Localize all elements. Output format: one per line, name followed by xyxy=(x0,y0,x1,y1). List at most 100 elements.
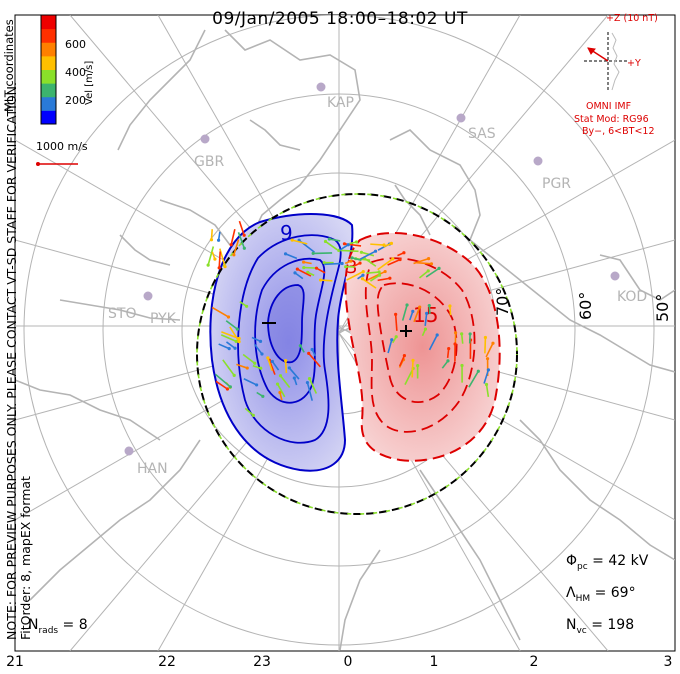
velocity-vector xyxy=(387,339,393,354)
velocity-vector-origin xyxy=(346,243,350,247)
velocity-vector-origin xyxy=(232,253,236,257)
velocity-vector-origin xyxy=(435,333,439,337)
velocity-vector-origin xyxy=(453,342,457,346)
coastlines xyxy=(15,29,675,651)
velocity-vector-origin xyxy=(284,359,288,363)
velocity-vector xyxy=(338,249,359,253)
velocity-vector xyxy=(367,270,386,281)
velocity-vector-origin xyxy=(350,256,354,260)
velocity-vector xyxy=(387,258,401,266)
velocity-vector-origin xyxy=(242,233,246,237)
velocity-vector xyxy=(242,353,256,364)
velocity-vector-origin xyxy=(391,257,395,261)
velocity-vector xyxy=(226,341,236,349)
velocity-vector-origin xyxy=(206,263,210,267)
velocity-vector xyxy=(296,268,312,277)
velocity-vector-origin xyxy=(468,332,472,336)
station-sto: STO xyxy=(108,291,153,322)
velocity-vector xyxy=(229,326,240,343)
colorbar-cell xyxy=(41,15,56,30)
hm-latitude: ΛHM = 69° xyxy=(566,585,636,604)
velocity-vector-origin xyxy=(213,257,217,261)
velocity-vector-origin xyxy=(453,331,458,335)
velocity-colorbar: 600 400 200 Vel [m/s] xyxy=(40,14,95,125)
velocity-vector-origin xyxy=(242,246,246,250)
velocity-vector-origin xyxy=(437,266,441,270)
velocity-vector xyxy=(377,277,391,282)
velocity-vector-origin xyxy=(227,346,231,351)
velocity-vector-origin xyxy=(283,252,288,256)
velocity-vector-origin xyxy=(484,382,489,387)
velocity-vector-origin xyxy=(390,338,394,342)
station-han: HAN xyxy=(124,446,168,477)
velocity-vector-origin xyxy=(251,413,255,417)
colorbar-cell xyxy=(41,28,56,43)
cross-polar-potential: Φpc = 42 kV xyxy=(566,553,649,572)
velocity-vector-origin xyxy=(305,380,310,385)
imf-z-label: +Z (10 nT) xyxy=(606,13,658,24)
velocity-vector xyxy=(253,343,263,355)
svg-text:Vel [m/s]: Vel [m/s] xyxy=(84,61,95,105)
velocity-vector-origin xyxy=(425,311,429,315)
velocity-vector xyxy=(222,359,235,376)
velocity-vector-origin xyxy=(361,269,365,274)
velocity-vector xyxy=(230,228,236,245)
velocity-vector xyxy=(276,383,286,398)
velocity-vector-origin xyxy=(416,363,420,368)
velocity-vector-origin xyxy=(359,250,364,254)
colorbar-cell xyxy=(41,110,56,125)
svg-text:STO: STO xyxy=(108,306,136,322)
velocity-vector xyxy=(346,270,364,281)
velocity-vector-origin xyxy=(245,366,249,370)
velocity-vector-origin xyxy=(287,366,291,370)
station-gbr: GBR xyxy=(194,134,224,170)
velocity-vector-origin xyxy=(426,269,430,273)
velocity-vector-origin xyxy=(383,269,387,274)
velocity-vector-origin xyxy=(270,359,274,364)
velocity-vector xyxy=(320,279,333,282)
colorbar-cell xyxy=(41,83,56,98)
velocity-vector-origin xyxy=(310,347,314,352)
negative-cell: 9 xyxy=(209,213,354,472)
velocity-vector xyxy=(411,360,414,378)
mlt-label-0: 0 xyxy=(343,654,353,670)
velocity-vector xyxy=(324,262,343,266)
velocity-vector xyxy=(308,352,321,368)
mlt-label-2: 2 xyxy=(529,654,539,670)
velocity-vector-origin xyxy=(486,368,491,372)
svg-text:600: 600 xyxy=(65,38,86,51)
velocity-vector-origin xyxy=(302,265,306,270)
velocity-vector-origin xyxy=(377,270,381,274)
velocity-vector-origin xyxy=(278,390,282,395)
velocity-vector xyxy=(294,272,304,280)
velocity-vector xyxy=(370,274,380,282)
velocity-vector xyxy=(285,253,298,260)
velocity-vector-origin xyxy=(411,309,415,313)
velocity-vector xyxy=(363,257,377,267)
velocity-vector-origin xyxy=(295,267,299,271)
velocity-vector-origin xyxy=(318,278,323,282)
station-kod: KOD xyxy=(610,271,647,305)
velocity-vector-origin xyxy=(483,335,488,340)
velocity-vector-origin xyxy=(388,276,392,280)
velocity-vector-origin xyxy=(361,273,365,277)
velocity-vector xyxy=(370,243,385,246)
velocity-vector xyxy=(238,220,245,236)
velocity-vector xyxy=(425,267,440,278)
velocity-vector-origin xyxy=(293,271,297,275)
velocity-vector xyxy=(271,360,280,371)
imf-source: OMNI IMF xyxy=(586,101,632,112)
velocity-vector-origin xyxy=(402,353,407,358)
latitude-label-60: 60° xyxy=(576,292,595,320)
velocity-vectors xyxy=(206,220,495,417)
velocity-vector-origin xyxy=(266,356,270,360)
imf-y-label: +Y xyxy=(627,58,641,69)
velocity-vector-origin xyxy=(298,344,302,348)
velocity-vector-origin xyxy=(314,266,319,270)
velocity-vector xyxy=(485,342,494,358)
velocity-vector-origin xyxy=(447,346,451,351)
colorbar-cell xyxy=(41,55,56,70)
velocity-vector xyxy=(267,357,273,371)
velocity-vector-origin xyxy=(228,385,232,389)
